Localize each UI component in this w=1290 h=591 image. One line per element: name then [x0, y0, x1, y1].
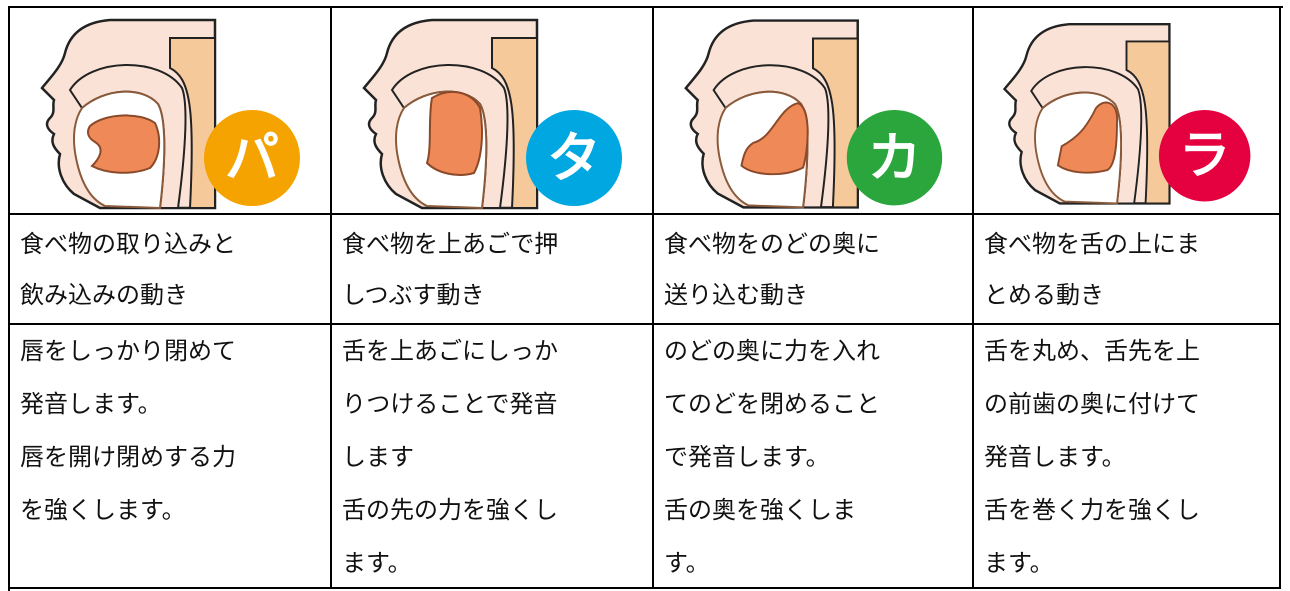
illustration: カ	[684, 19, 943, 209]
tongue	[86, 114, 161, 174]
description-cell: 食べ物をのどの奥に 送り込む動き	[654, 215, 974, 325]
detail-line: 発音します。	[984, 443, 1126, 471]
detail-cell: のどの奥に力を入れ てのどを閉めること で発音します。 舌の奥を強くしま す。	[654, 325, 974, 589]
description-line: 食べ物の取り込みと	[20, 230, 236, 258]
detail-line: 舌の先の力を強くし	[342, 496, 558, 524]
description-line: 食べ物をのどの奥に	[664, 230, 880, 258]
detail-line: 唇をしっかり閉めて	[20, 337, 236, 365]
table: パ食べ物の取り込みと 飲み込みの動き 唇をしっかり閉めて 発音します。 唇を開け閉めする…	[8, 6, 1283, 591]
image-cell: パ	[10, 8, 332, 215]
description-line: しつぶす動き	[342, 281, 485, 309]
syllable: パ	[225, 127, 279, 190]
detail-line: します	[342, 443, 414, 471]
syllable: ラ	[1179, 126, 1230, 186]
head	[684, 19, 859, 209]
image-cell: ラ	[974, 8, 1281, 215]
tongue	[740, 102, 809, 176]
description-line: とめる動き	[984, 281, 1104, 309]
syllable-badge	[1158, 110, 1251, 202]
syllable-badge	[526, 110, 622, 206]
syllable-badge	[204, 110, 300, 206]
image-cell: カ	[654, 8, 974, 215]
detail-cell: 唇をしっかり閉めて 発音します。唇を開け閉めする力 を強くします。	[10, 325, 332, 589]
detail-line: 舌を丸め、舌先を上	[984, 337, 1200, 365]
detail-cell: 舌を丸め、舌先を上 の前歯の奥に付けて 発音します。舌を巻く力を強くし ます。	[974, 325, 1281, 589]
detail-line: 舌を上あごにしっか	[342, 337, 558, 365]
head	[1003, 23, 1171, 205]
detail-line: で発音します。	[664, 443, 830, 471]
image-cell: タ	[332, 8, 654, 215]
description-cell: 食べ物を上あごで押 しつぶす動き	[332, 215, 654, 325]
illustration: タ	[362, 18, 622, 210]
detail-line: の前歯の奥に付けて	[984, 390, 1200, 418]
syllable-badge	[846, 110, 943, 206]
description-line: 食べ物を上あごで押	[342, 230, 559, 258]
illustration: ラ	[1003, 23, 1251, 205]
tongue	[425, 90, 483, 176]
detail-line: 舌を巻く力を強くし	[984, 496, 1200, 524]
tongue	[1056, 101, 1118, 174]
description-line: 送り込む動き	[664, 281, 808, 309]
description-line: 飲み込みの動き	[20, 281, 188, 309]
description-line: 食べ物を舌の上にま	[984, 230, 1200, 258]
detail-cell: 舌を上あごにしっか りつけることで発音 します舌の先の力を強くし ます。	[332, 325, 654, 589]
illustration: パ	[40, 18, 300, 210]
syllable: カ	[868, 126, 922, 189]
description-cell: 食べ物の取り込みと 飲み込みの動き	[10, 215, 332, 325]
detail-line: 舌の奥を強くしま	[664, 496, 856, 524]
detail-line: ます。	[984, 549, 1054, 577]
detail-line: りつけることで発音	[342, 390, 558, 418]
head	[40, 18, 217, 210]
detail-line: 唇を開け閉めする力	[20, 443, 236, 471]
detail-line: を強くします。	[20, 496, 186, 524]
syllable: タ	[547, 127, 601, 190]
description-cell: 食べ物を舌の上にま とめる動き	[974, 215, 1281, 325]
detail-line: す。	[664, 549, 710, 577]
detail-line: 発音します。	[20, 390, 162, 418]
detail-line: のどの奥に力を入れ	[664, 337, 880, 365]
detail-line: てのどを閉めること	[664, 390, 880, 418]
detail-line: ます。	[342, 549, 412, 577]
